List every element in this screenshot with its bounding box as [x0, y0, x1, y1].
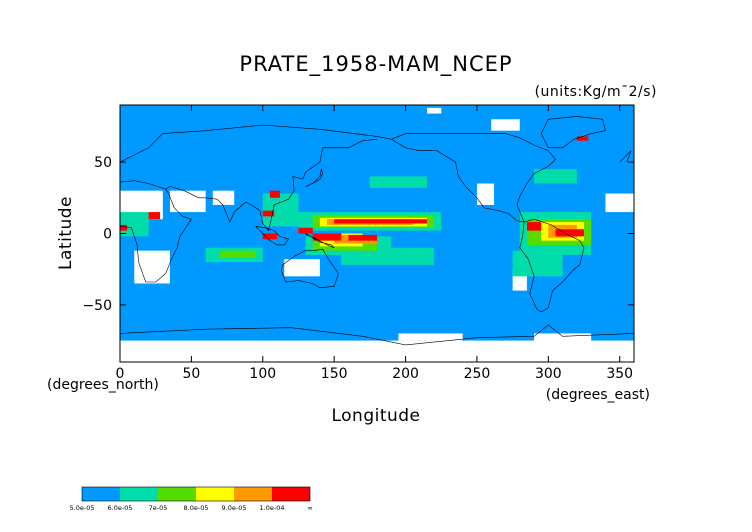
- x-tick-label: 0: [116, 366, 125, 382]
- x-tick-label: 200: [392, 366, 419, 382]
- region-missing: [120, 340, 634, 362]
- region-1e-04: [262, 210, 275, 217]
- region-missing: [605, 193, 634, 213]
- region-6e-05: [341, 247, 435, 265]
- x-tick-label: 50: [182, 366, 200, 382]
- colorbar-label: 9.0e-05: [222, 504, 247, 512]
- colorbar-label: ∞: [307, 504, 312, 512]
- coastline-path: [619, 150, 632, 163]
- region-1e-04: [312, 233, 342, 241]
- region-1e-04: [298, 227, 313, 234]
- colorbar-label: 5.0e-05: [70, 504, 95, 512]
- x-axis-ticks: 0 50 100 150 200 250 300 350: [116, 105, 633, 382]
- region-missing: [534, 333, 592, 348]
- region-1e-04: [526, 222, 542, 231]
- coastline-path: [540, 116, 606, 149]
- region-missing: [398, 333, 463, 341]
- colorbar-bin: [120, 487, 158, 501]
- y-units-note: (degrees_north): [47, 377, 159, 393]
- coastline-path: [119, 139, 378, 232]
- region-1e-04: [334, 219, 427, 224]
- region-1e-04: [120, 224, 128, 231]
- colorbar-bin: [158, 487, 196, 501]
- plot-area: [119, 104, 635, 363]
- region-1e-04: [555, 229, 585, 237]
- precip-regions: [120, 107, 634, 362]
- y-tick-label: 0: [103, 227, 112, 243]
- y-axis-label: Latitude: [56, 196, 76, 270]
- colorbar-bin: [272, 487, 310, 501]
- region-6e-05: [262, 193, 299, 227]
- x-tick-label: 250: [464, 366, 491, 382]
- region-1e-04: [576, 136, 589, 141]
- colorbar: 5.0e-05 6.0e-05 7e-05 8.0e-05 9.0e-05 1.0e-04…: [70, 486, 313, 512]
- coastline-path: [305, 168, 324, 187]
- colorbar-bin: [82, 487, 120, 501]
- region-1e-04: [262, 233, 278, 240]
- y-tick-label: 50: [94, 155, 112, 171]
- colorbar-label: 1.0e-04: [260, 504, 285, 512]
- x-tick-label: 350: [606, 366, 633, 382]
- coastline-path: [119, 189, 192, 283]
- region-missing: [426, 107, 442, 114]
- region-missing: [491, 119, 520, 131]
- region-missing: [134, 250, 170, 284]
- coastline-path: [519, 218, 585, 313]
- region-missing: [169, 190, 206, 213]
- colorbar-bin: [234, 487, 272, 501]
- region-1e-04: [269, 190, 280, 198]
- region-6e-05: [512, 250, 563, 277]
- region-6e-05: [534, 169, 577, 184]
- region-missing: [212, 190, 235, 205]
- x-units-note: (degrees_east): [546, 387, 650, 403]
- y-tick-label: −50: [82, 298, 112, 314]
- coastline-path: [119, 324, 635, 346]
- region-missing: [476, 183, 495, 205]
- region-6e-05: [120, 212, 149, 237]
- coastline-path: [119, 124, 392, 163]
- x-tick-label: 100: [249, 366, 276, 382]
- x-tick-label: 300: [535, 366, 562, 382]
- coastline-path: [305, 233, 335, 249]
- coastline-path: [391, 133, 556, 223]
- chart-title: PRATE_1958-MAM_NCEP: [239, 52, 512, 77]
- colorbar-frame: [81, 486, 311, 502]
- units-label: (units:Kg/m¯2/s): [535, 84, 657, 100]
- region-7e-05: [219, 250, 256, 258]
- region-1e-04: [148, 212, 160, 220]
- colorbar-label: 7e-05: [149, 504, 168, 512]
- colorbar-label: 6.0e-05: [108, 504, 133, 512]
- x-tick-label: 150: [321, 366, 348, 382]
- coastlines: [119, 116, 635, 346]
- coastline-path: [255, 226, 289, 246]
- x-axis-label: Longitude: [331, 406, 420, 426]
- region-6e-05: [369, 176, 427, 188]
- colorbar-label: 8.0e-05: [184, 504, 209, 512]
- y-axis-ticks: 50 0 −50: [82, 155, 634, 314]
- coastline-path: [280, 248, 339, 289]
- colorbar-bin: [196, 487, 234, 501]
- region-missing: [284, 259, 320, 277]
- region-1e-04: [348, 234, 377, 241]
